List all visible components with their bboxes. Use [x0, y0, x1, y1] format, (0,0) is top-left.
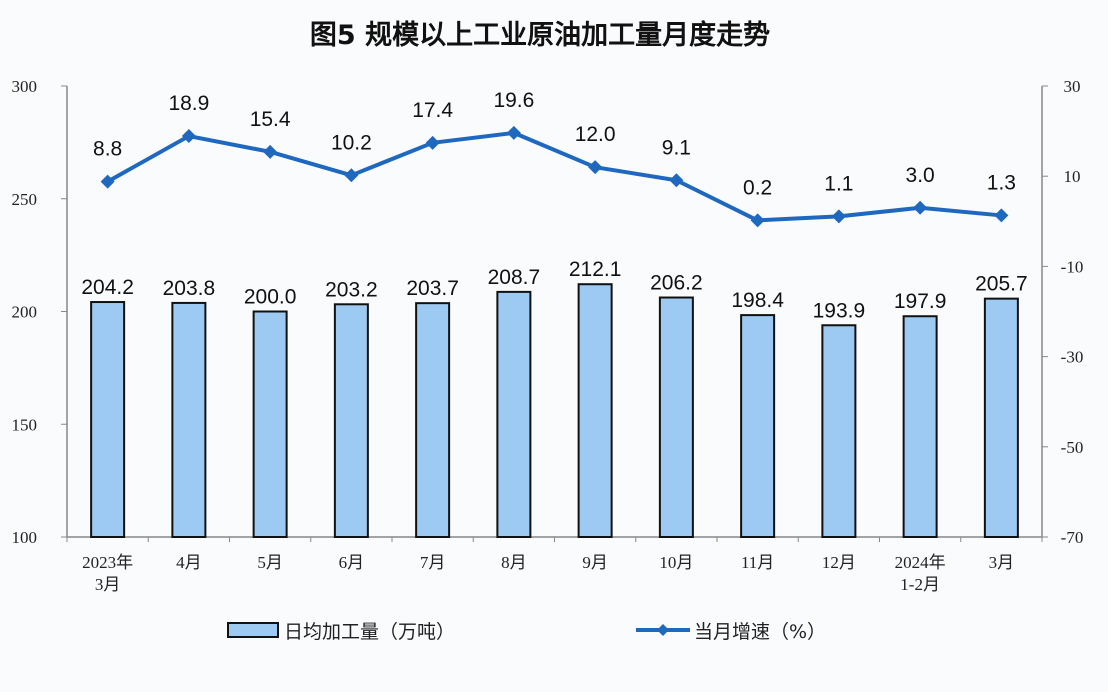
growth-point — [344, 168, 359, 183]
bar — [171, 301, 207, 538]
growth-point — [831, 209, 846, 224]
bar — [821, 324, 857, 538]
legend-bar-label: 日均加工量（万吨） — [284, 621, 455, 643]
bar — [333, 303, 369, 538]
growth-point — [181, 129, 196, 144]
x-tick-label: 7月 — [420, 553, 446, 572]
axes: 100 150 200 250 300 -70 -50 -30 -10 10 30 2023年 3月 4月… — [12, 77, 1084, 594]
bar-value-label: 203.8 — [163, 277, 216, 300]
left-tick-label: 300 — [12, 77, 38, 96]
left-tick-label: 250 — [12, 190, 38, 209]
right-tick-label: 10 — [1064, 167, 1081, 186]
x-tick-label: 11月 — [741, 553, 774, 572]
bar-value-label: 203.7 — [406, 277, 459, 300]
growth-value-label: 19.6 — [493, 89, 534, 112]
bar — [740, 314, 776, 538]
growth-value-label: 1.1 — [824, 172, 853, 195]
growth-point — [506, 125, 521, 140]
right-tick-label: -70 — [1061, 528, 1084, 547]
right-tick-label: 30 — [1064, 77, 1081, 96]
growth-point — [994, 208, 1009, 223]
legend-line-label: 当月增速（%） — [694, 621, 826, 643]
bar-value-label: 206.2 — [650, 272, 703, 295]
growth-value-label: 0.2 — [743, 176, 772, 199]
legend-line-marker — [657, 624, 669, 636]
x-tick-label: 2023年 3月 — [82, 553, 133, 594]
bar — [415, 302, 451, 538]
growth-polyline — [106, 130, 1002, 223]
growth-value-label: 18.9 — [168, 92, 209, 115]
left-tick-label: 100 — [12, 528, 38, 547]
right-tick-label: -10 — [1061, 257, 1084, 276]
left-tick-label: 200 — [12, 303, 38, 322]
growth-point — [425, 135, 440, 150]
left-tick-label: 150 — [12, 415, 38, 434]
growth-value-label: 3.0 — [906, 164, 935, 187]
growth-value-label: 9.1 — [662, 136, 691, 159]
bars: 204.2 203.8 200.0 203.2 203.7 208.7 212.1 206.2… — [81, 258, 1028, 539]
bar — [577, 283, 613, 539]
bar — [90, 301, 126, 538]
x-tick-label: 10月 — [659, 553, 693, 572]
bar-value-label: 208.7 — [488, 266, 541, 289]
bar-value-label: 200.0 — [244, 286, 297, 309]
growth-value-label: 17.4 — [412, 99, 453, 122]
bar-value-label: 212.1 — [569, 258, 622, 281]
growth-point — [100, 174, 115, 189]
x-tick-label: 4月 — [176, 553, 202, 572]
bar-value-label: 197.9 — [894, 290, 947, 313]
bar-value-label: 203.2 — [325, 278, 378, 301]
legend-bar-swatch — [227, 622, 279, 638]
growth-line: 8.8 18.9 15.4 10.2 17.4 19.6 12.0 9.1 0.2 1.1 3.0 1… — [93, 89, 1016, 228]
x-tick-label: 2024年 1-2月 — [895, 553, 946, 594]
bar-value-label: 204.2 — [81, 276, 134, 299]
growth-point — [669, 173, 684, 188]
growth-point — [263, 144, 278, 159]
growth-point — [913, 200, 928, 215]
bar — [902, 315, 938, 538]
bar — [252, 310, 288, 538]
x-tick-label: 8月 — [501, 553, 527, 572]
legend: 日均加工量（万吨） 当月增速（%） — [227, 621, 826, 643]
growth-value-label: 1.3 — [987, 171, 1016, 194]
growth-value-label: 8.8 — [93, 138, 122, 161]
right-tick-label: -50 — [1061, 438, 1084, 457]
x-tick-label: 12月 — [822, 553, 856, 572]
bar — [983, 297, 1019, 539]
growth-value-label: 15.4 — [250, 108, 291, 131]
bar-value-label: 198.4 — [731, 289, 784, 312]
right-tick-label: -30 — [1061, 348, 1084, 367]
x-tick-label: 3月 — [989, 553, 1015, 572]
x-tick-label: 9月 — [582, 553, 608, 572]
bar — [496, 290, 532, 538]
growth-point — [588, 160, 603, 175]
x-tick-label: 5月 — [257, 553, 283, 572]
growth-value-label: 10.2 — [331, 131, 372, 154]
x-tick-label: 6月 — [339, 553, 365, 572]
bar-value-label: 205.7 — [975, 273, 1028, 296]
growth-point — [750, 213, 765, 228]
growth-value-label: 12.0 — [575, 123, 616, 146]
bar — [658, 296, 694, 539]
chart-title: 图5 规模以上工业原油加工量月度走势 — [310, 19, 770, 51]
bar-value-label: 193.9 — [813, 299, 866, 322]
